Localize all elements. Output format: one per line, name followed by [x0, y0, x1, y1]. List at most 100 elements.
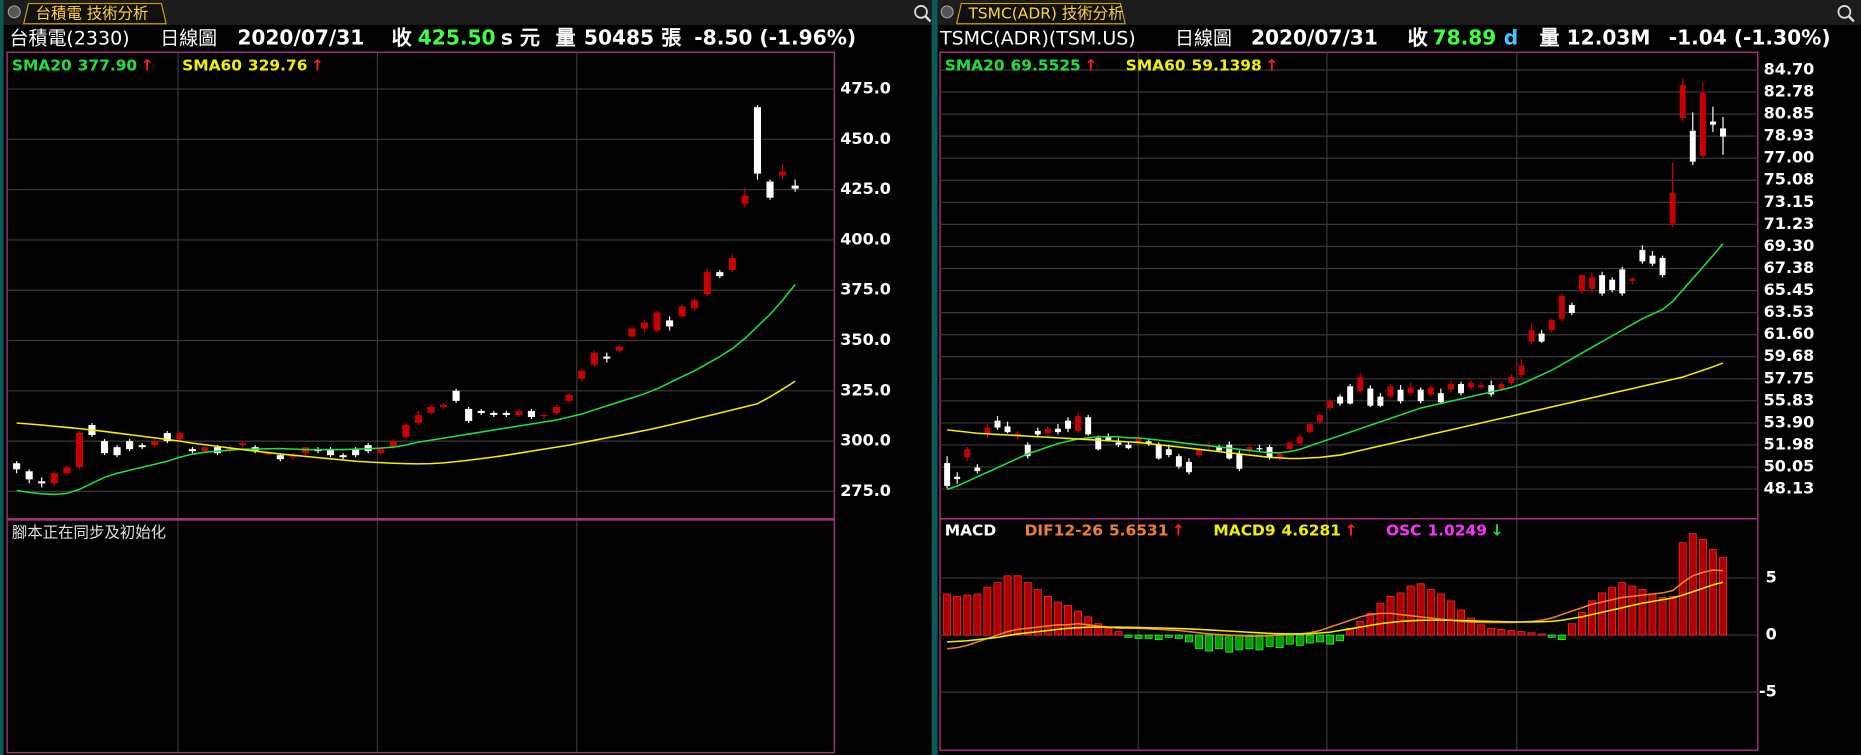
candle-body: [1276, 453, 1283, 458]
symbol: 台積電(2330): [9, 28, 129, 50]
menu-button[interactable]: [7, 5, 21, 19]
osc-bar: [1094, 623, 1103, 636]
osc-bar: [1719, 557, 1727, 636]
osc-bar: [1336, 634, 1345, 642]
date: 2020/07/31: [237, 26, 364, 50]
candle-body: [1014, 433, 1021, 436]
candle-body: [703, 272, 711, 295]
osc-bar: [973, 593, 982, 636]
osc-bar: [1406, 585, 1415, 636]
osc-bar: [1305, 634, 1314, 644]
candle-body: [377, 449, 385, 454]
y-tick-label: 75.08: [1764, 170, 1815, 189]
osc-bar: [1033, 589, 1042, 636]
candle-body: [1095, 437, 1102, 450]
osc-bar: [1537, 633, 1546, 636]
y-tick-label: 82.78: [1764, 81, 1815, 100]
candle-body: [1659, 257, 1666, 276]
candle-body: [326, 449, 335, 456]
legend-part: SMA60: [1126, 56, 1186, 74]
candle-body: [994, 420, 1001, 428]
osc-bar: [1638, 589, 1647, 636]
legend-part: SMA20: [12, 56, 72, 74]
candle-body: [1538, 333, 1545, 342]
line: [16, 283, 796, 496]
y-tick-label: 78.93: [1764, 126, 1815, 145]
y-tick-label: 71.23: [1764, 214, 1815, 233]
candle-body: [716, 272, 724, 277]
legend-entry: MACD9 4.6281 ↑: [1213, 521, 1357, 539]
osc-bar: [1487, 627, 1496, 636]
candle-body: [1387, 386, 1394, 397]
legend-part: MACD9: [1213, 521, 1275, 539]
candle-body: [565, 394, 573, 401]
osc-bar: [1084, 616, 1093, 636]
legend-part: ↑: [1345, 521, 1358, 539]
osc-bar: [1316, 634, 1324, 643]
candle-body: [527, 410, 536, 417]
y-tick-label: 300.0: [840, 431, 891, 450]
candle-body: [188, 449, 196, 452]
candle-body: [1034, 430, 1041, 435]
right-tab[interactable]: [955, 2, 1126, 25]
y-tick-label: 400.0: [840, 229, 891, 248]
candle-body: [640, 322, 649, 329]
candle-body: [339, 455, 347, 458]
candle-body: [1357, 377, 1364, 391]
osc-bar: [1376, 602, 1385, 636]
candle-body: [1165, 449, 1172, 456]
candle-body: [1115, 442, 1122, 445]
volume: 12.03M: [1567, 26, 1651, 50]
osc-bar: [963, 594, 972, 636]
candle-body: [1256, 448, 1263, 450]
osc-bar: [1326, 634, 1334, 645]
candle-body: [465, 408, 473, 421]
candle-body: [213, 447, 222, 454]
candle-body: [1105, 436, 1112, 441]
left-window: [3, 0, 932, 755]
candle-body: [1155, 444, 1162, 459]
candle-body: [741, 195, 749, 204]
y-tick-label: 55.83: [1764, 390, 1815, 409]
y-tick-label: 61.60: [1764, 324, 1815, 343]
legend-part: ↑: [311, 56, 324, 74]
osc-bar: [1064, 605, 1072, 636]
candle-body: [1548, 319, 1555, 331]
y-tick-label: 50.05: [1764, 457, 1815, 476]
candle-body: [1246, 447, 1253, 451]
osc-bar: [1215, 634, 1224, 650]
candle-body: [1629, 278, 1636, 281]
legend-part: 5.6531: [1109, 521, 1169, 539]
osc-bar: [1013, 575, 1022, 636]
candle-body: [1407, 387, 1414, 394]
osc-bar: [1023, 582, 1032, 636]
y-tick-label: 84.70: [1764, 59, 1815, 78]
osc-bar: [1104, 627, 1113, 636]
close-tag: 收: [392, 26, 413, 50]
candle-body: [1619, 269, 1626, 294]
candle-body: [1175, 456, 1182, 467]
tab-label: TSMC(ADR) 技術分析: [967, 5, 1123, 23]
candle-body: [1367, 388, 1374, 406]
legend-part: SMA20: [945, 56, 1005, 74]
osc-bar: [1658, 597, 1667, 636]
candle-body: [1185, 461, 1192, 473]
candle-body: [1044, 428, 1051, 434]
osc-bar: [1588, 600, 1596, 636]
candle-body: [100, 441, 109, 454]
left-tab[interactable]: [22, 2, 167, 25]
zoom-icon[interactable]: [914, 5, 932, 23]
legend-part: ↓: [1491, 521, 1504, 539]
zoom-icon[interactable]: [1837, 5, 1855, 23]
osc-bar: [1578, 611, 1586, 636]
y-tick-label: 77.00: [1764, 148, 1815, 167]
candle-body: [163, 433, 171, 442]
legend-part: MACD: [945, 521, 996, 539]
menu-button[interactable]: [940, 5, 954, 19]
legend-entry: SMA60 59.1398 ↑: [1126, 56, 1279, 74]
candle-body: [1528, 330, 1535, 342]
osc-bar: [1003, 575, 1012, 636]
legend-part: 1.0249: [1427, 521, 1487, 539]
candle-body: [490, 412, 498, 415]
candle-body: [615, 346, 623, 351]
